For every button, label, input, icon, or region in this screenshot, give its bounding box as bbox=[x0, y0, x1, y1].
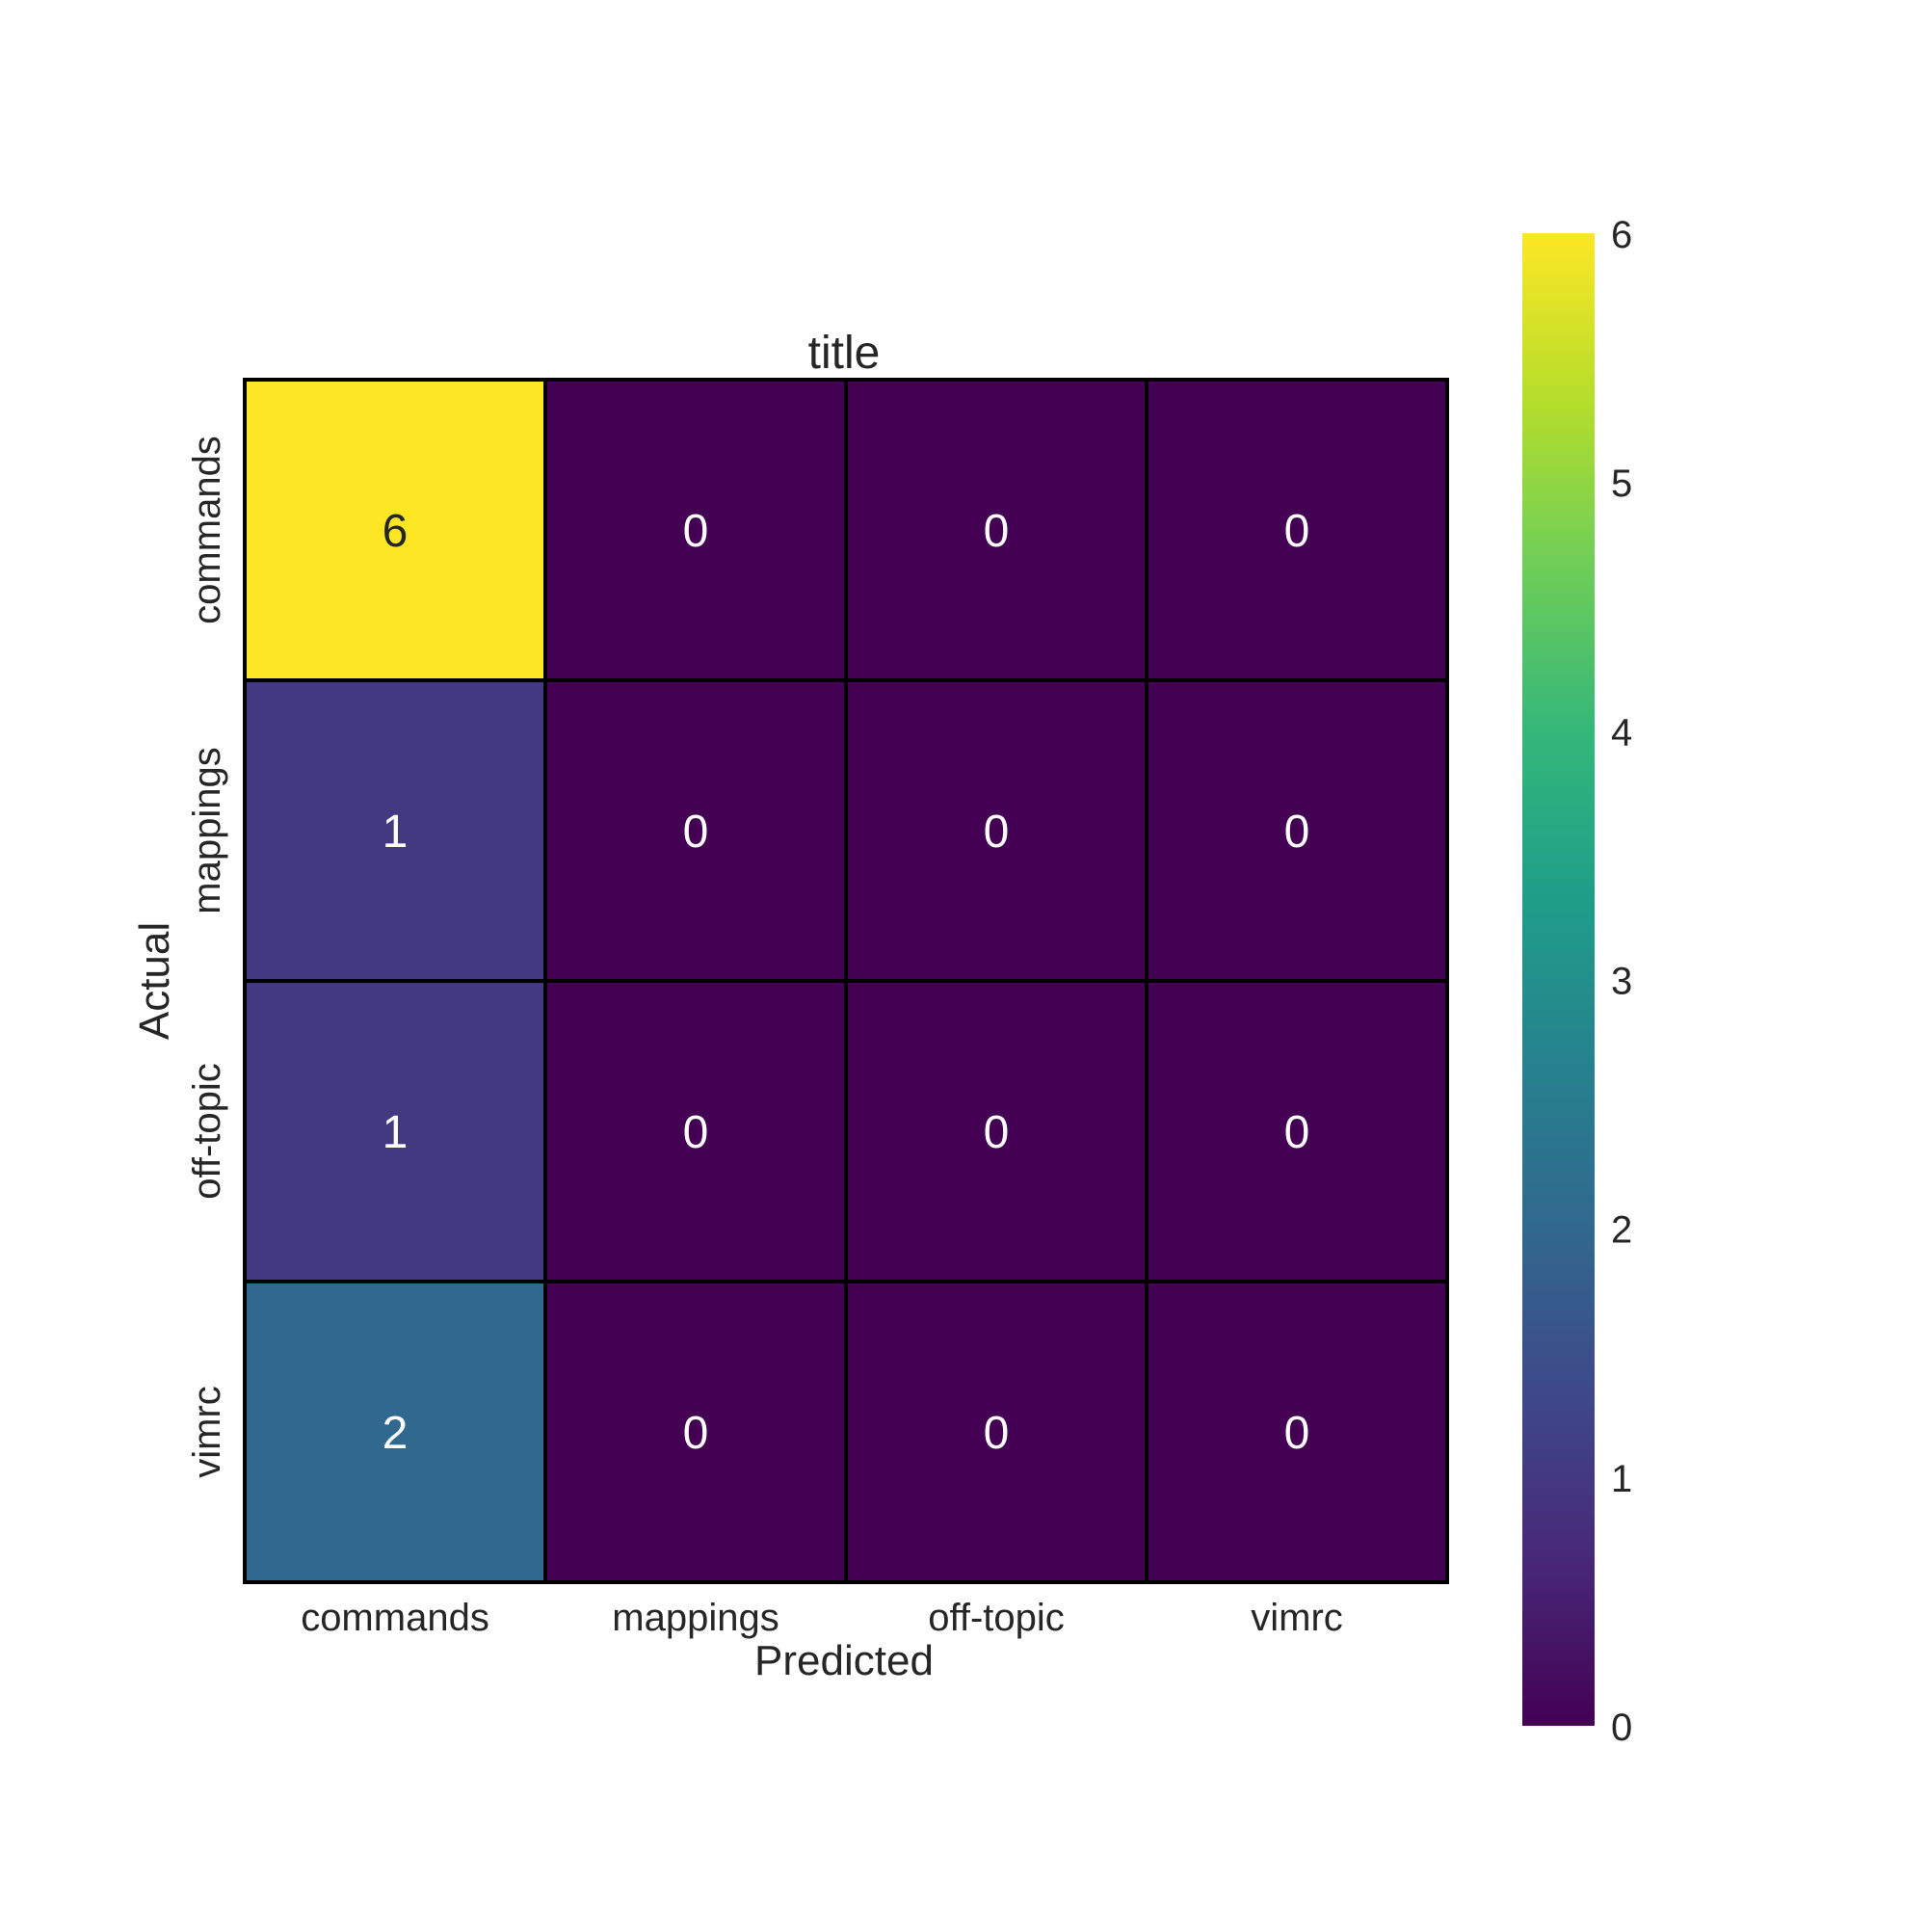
cell-value-label: 0 bbox=[1284, 1107, 1310, 1158]
colorbar-tick-labels: 0 1 2 3 4 5 6 bbox=[1611, 214, 1632, 1749]
cell-value-label: 0 bbox=[683, 1408, 709, 1459]
heatmap-cell-vimrc-commands bbox=[243, 1280, 547, 1584]
cell-value-label: 6 bbox=[383, 506, 409, 557]
y-axis-label: Actual bbox=[131, 922, 178, 1040]
cell-value-label: 0 bbox=[683, 506, 709, 557]
cell-value-label: 0 bbox=[1284, 1408, 1310, 1459]
colorbar-tick-label: 6 bbox=[1611, 214, 1632, 256]
y-tick-label: mappings bbox=[186, 747, 228, 913]
heatmap-cell-off-topic-vimrc bbox=[1145, 979, 1449, 1284]
cell-value-label: 0 bbox=[984, 1107, 1010, 1158]
x-tick-label: mappings bbox=[612, 1597, 779, 1639]
colorbar-tick-label: 0 bbox=[1611, 1707, 1632, 1749]
heatmap-cell-commands-mappings bbox=[543, 378, 848, 682]
colorbar-tick-label: 5 bbox=[1611, 463, 1632, 505]
y-tick-label: vimrc bbox=[186, 1386, 228, 1478]
x-tick-label: commands bbox=[301, 1597, 489, 1639]
cell-value-label: 1 bbox=[383, 1107, 409, 1158]
colorbar bbox=[1522, 233, 1595, 1726]
colorbar-tick-label: 1 bbox=[1611, 1458, 1632, 1500]
cell-value-label: 0 bbox=[984, 506, 1010, 557]
cell-value-label: 0 bbox=[683, 807, 709, 858]
heatmap-cell-vimrc-vimrc bbox=[1145, 1280, 1449, 1584]
cell-value-label: 0 bbox=[1284, 506, 1310, 557]
x-tick-label: vimrc bbox=[1251, 1597, 1343, 1639]
heatmap-cell-commands-commands bbox=[243, 378, 547, 682]
x-axis-label: Predicted bbox=[754, 1637, 934, 1684]
cell-value-label: 0 bbox=[1284, 807, 1310, 858]
heatmap-cell-mappings-commands bbox=[243, 678, 547, 983]
colorbar-tick-label: 4 bbox=[1611, 711, 1632, 754]
heatmap-cell-commands-vimrc bbox=[1145, 378, 1449, 682]
heatmap-cells bbox=[243, 378, 1449, 1584]
heatmap-cell-off-topic-mappings bbox=[543, 979, 848, 1284]
x-tick-labels: commands mappings off-topic vimrc bbox=[301, 1597, 1343, 1639]
cell-value-label: 1 bbox=[383, 807, 409, 858]
colorbar-tick-label: 2 bbox=[1611, 1209, 1632, 1252]
heatmap-cell-mappings-mappings bbox=[543, 678, 848, 983]
y-tick-label: commands bbox=[186, 436, 228, 624]
heatmap-cell-vimrc-mappings bbox=[543, 1280, 848, 1584]
chart-title: title bbox=[808, 328, 881, 379]
heatmap-cell-labels: 6 0 0 0 1 0 0 0 1 0 0 0 2 0 0 0 bbox=[383, 506, 1310, 1459]
cell-value-label: 2 bbox=[383, 1408, 409, 1459]
heatmap-cell-mappings-vimrc bbox=[1145, 678, 1449, 983]
colorbar-tick-label: 3 bbox=[1611, 961, 1632, 1003]
cell-value-label: 0 bbox=[984, 807, 1010, 858]
y-tick-labels: commands mappings off-topic vimrc bbox=[186, 436, 228, 1478]
x-tick-label: off-topic bbox=[928, 1597, 1065, 1639]
cell-value-label: 0 bbox=[683, 1107, 709, 1158]
cell-value-label: 0 bbox=[984, 1408, 1010, 1459]
heatmap-cell-commands-off-topic bbox=[844, 378, 1148, 682]
y-tick-label: off-topic bbox=[186, 1063, 228, 1200]
